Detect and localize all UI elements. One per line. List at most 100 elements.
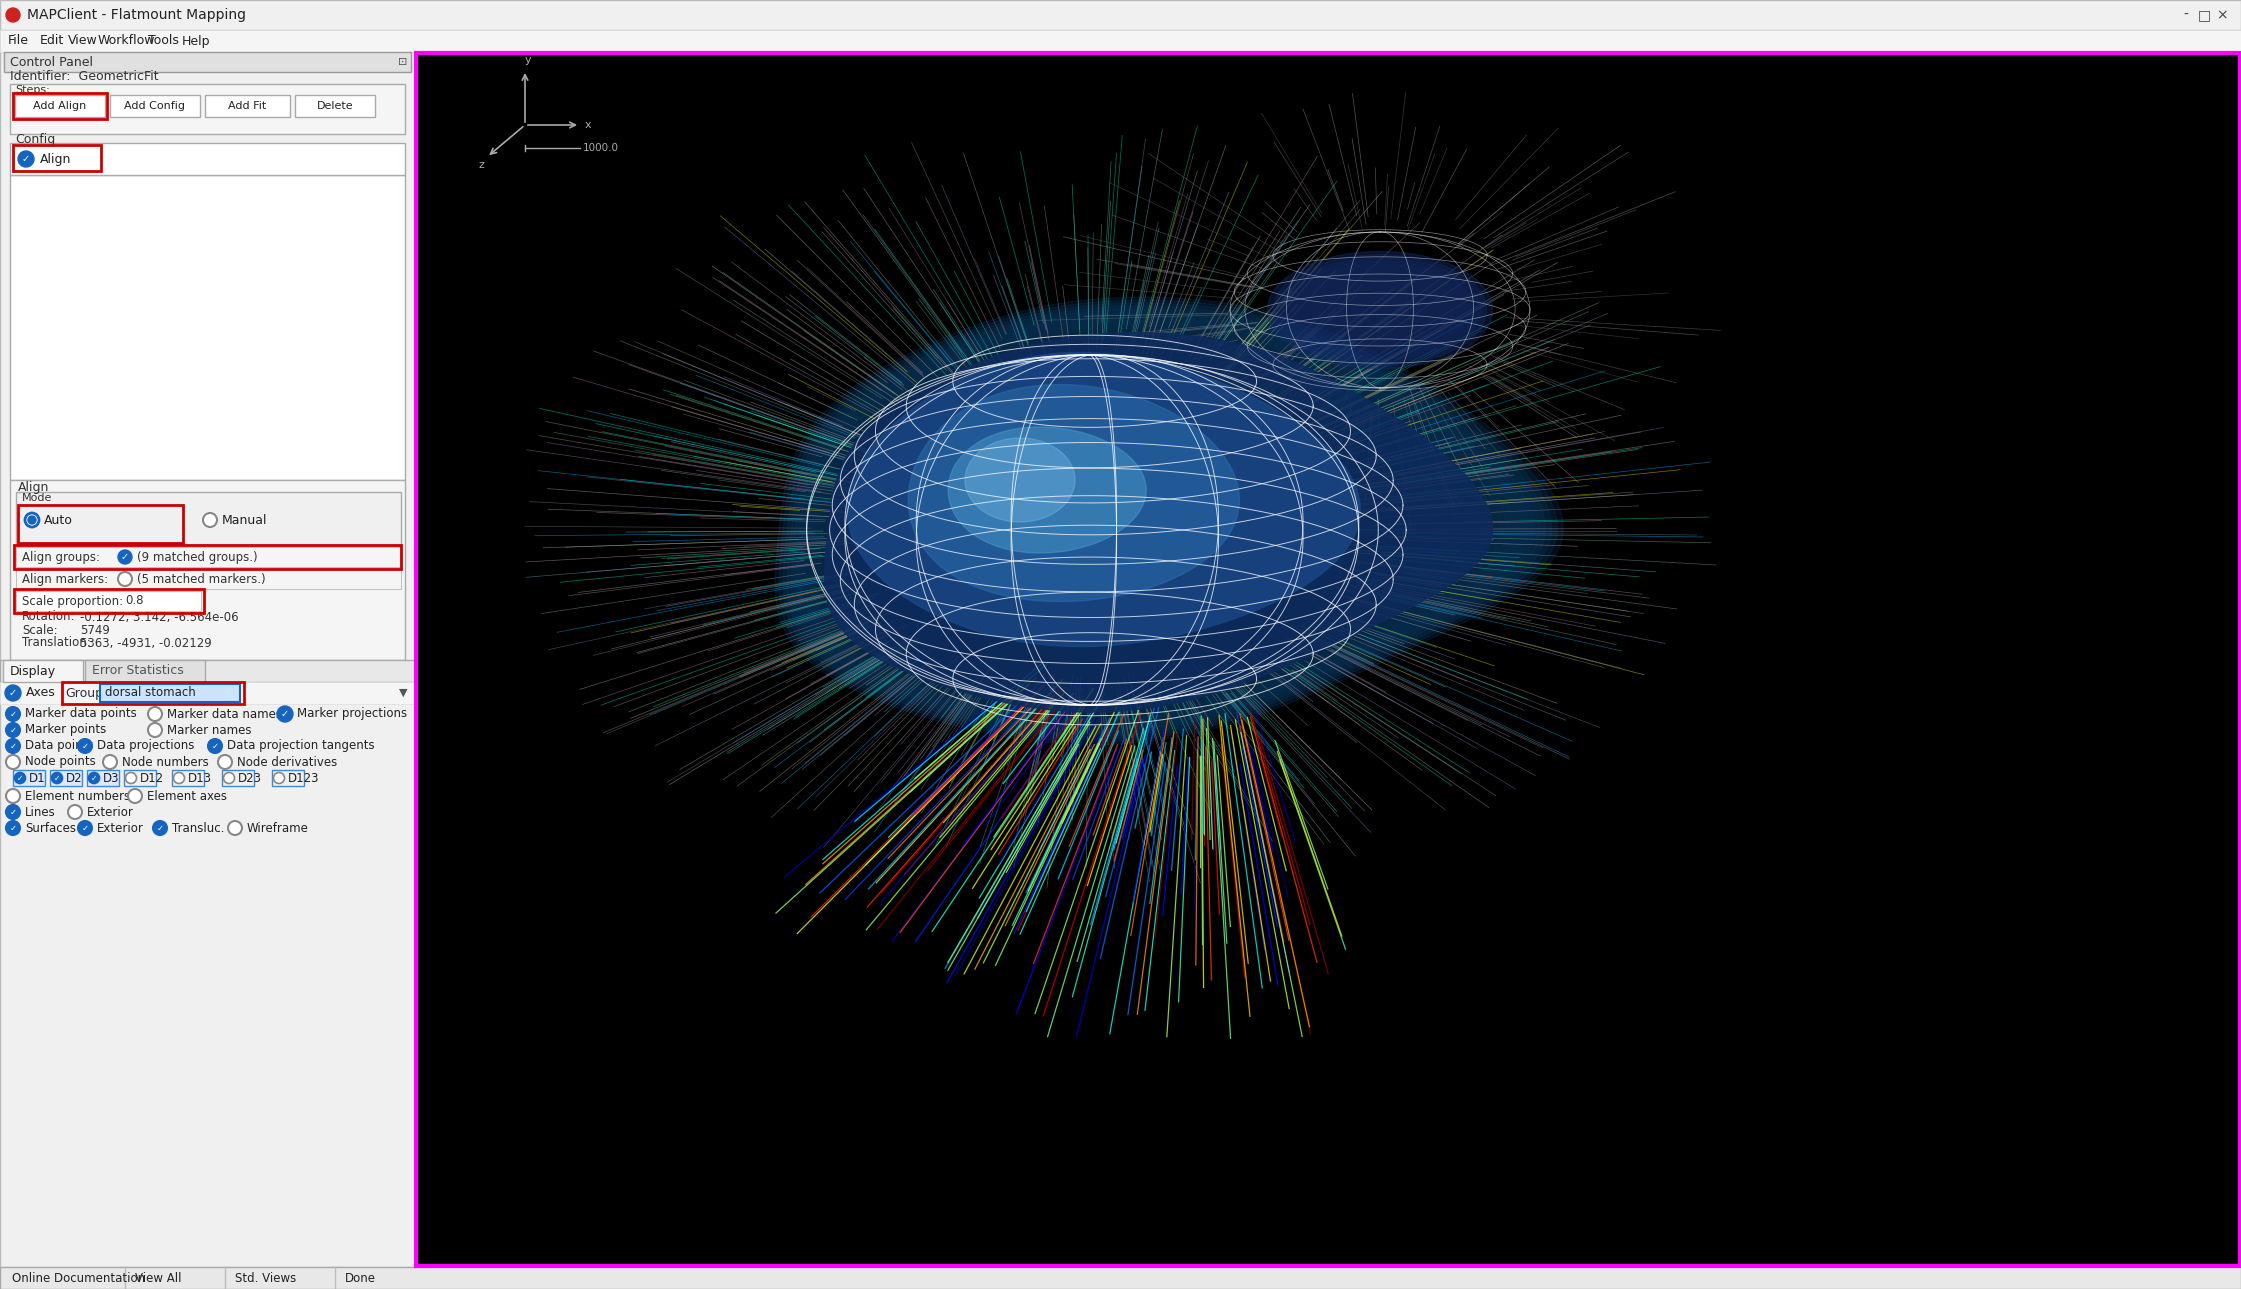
Polygon shape (775, 296, 1564, 745)
Text: Add Align: Add Align (34, 101, 87, 111)
Circle shape (119, 550, 132, 565)
Circle shape (27, 516, 36, 525)
Text: Node points: Node points (25, 755, 96, 768)
Polygon shape (784, 303, 1551, 740)
Text: Exterior: Exterior (87, 806, 134, 819)
Text: Add Config: Add Config (125, 101, 186, 111)
Text: ✓: ✓ (9, 709, 16, 718)
Text: Align markers:: Align markers: (22, 572, 108, 585)
Text: x: x (585, 120, 592, 130)
Polygon shape (796, 312, 1533, 731)
FancyBboxPatch shape (16, 492, 401, 545)
Circle shape (7, 806, 20, 819)
Text: ✓: ✓ (9, 741, 16, 750)
Text: Surfaces: Surfaces (25, 821, 76, 834)
Text: D23: D23 (238, 772, 262, 785)
Circle shape (67, 806, 83, 819)
Polygon shape (1280, 258, 1481, 362)
Text: Axes: Axes (27, 687, 56, 700)
Circle shape (173, 772, 184, 784)
Text: z: z (477, 160, 484, 170)
Text: 1000.0: 1000.0 (583, 143, 619, 153)
Text: Data projection tangents: Data projection tangents (226, 740, 374, 753)
Text: Scale proportion:: Scale proportion: (22, 594, 123, 607)
Text: View: View (67, 35, 99, 48)
Polygon shape (847, 352, 1360, 647)
FancyBboxPatch shape (2, 660, 83, 682)
Polygon shape (816, 326, 1504, 718)
Circle shape (78, 739, 92, 753)
Polygon shape (809, 321, 1517, 723)
Text: □: □ (2198, 8, 2210, 22)
Text: (9 matched groups.): (9 matched groups.) (137, 550, 258, 563)
FancyBboxPatch shape (222, 770, 253, 786)
Text: Config: Config (16, 133, 56, 146)
Circle shape (229, 821, 242, 835)
Text: ✓: ✓ (211, 741, 220, 750)
Polygon shape (805, 318, 1522, 726)
Text: -: - (2183, 8, 2189, 22)
Bar (18, 505, 184, 543)
FancyBboxPatch shape (415, 52, 2241, 1267)
FancyBboxPatch shape (271, 770, 305, 786)
Circle shape (18, 151, 34, 168)
Text: ⊡: ⊡ (397, 57, 408, 67)
Text: Element numbers: Element numbers (25, 789, 130, 803)
FancyBboxPatch shape (296, 95, 374, 117)
FancyBboxPatch shape (0, 30, 2241, 52)
Text: View All: View All (134, 1271, 182, 1285)
Text: Display: Display (9, 665, 56, 678)
Circle shape (78, 821, 92, 835)
Text: ✓: ✓ (81, 741, 87, 750)
Circle shape (208, 739, 222, 753)
Text: Steps:: Steps: (16, 85, 49, 95)
Polygon shape (811, 324, 1510, 721)
Circle shape (217, 755, 233, 770)
Text: Add Fit: Add Fit (229, 101, 267, 111)
Polygon shape (1268, 251, 1493, 369)
Text: ✓: ✓ (54, 773, 61, 782)
Circle shape (52, 772, 63, 784)
Text: Std. Views: Std. Views (235, 1271, 296, 1285)
FancyBboxPatch shape (101, 684, 240, 703)
FancyBboxPatch shape (9, 175, 406, 480)
Text: ×: × (2216, 8, 2228, 22)
Text: ✓: ✓ (9, 807, 16, 816)
Text: D3: D3 (103, 772, 119, 785)
Text: Mode: Mode (22, 492, 52, 503)
Text: D123: D123 (289, 772, 320, 785)
FancyBboxPatch shape (16, 95, 105, 117)
Bar (13, 93, 108, 119)
Circle shape (7, 706, 20, 721)
Text: Marker data points: Marker data points (25, 708, 137, 721)
Circle shape (13, 772, 25, 784)
Text: Element axes: Element axes (148, 789, 226, 803)
Text: Transluc.: Transluc. (173, 821, 224, 834)
Text: Delete: Delete (316, 101, 354, 111)
Text: ✓: ✓ (280, 709, 289, 719)
Text: Rotation:: Rotation: (22, 611, 76, 624)
Polygon shape (908, 384, 1239, 602)
Circle shape (7, 8, 20, 22)
Text: Online Documentation: Online Documentation (11, 1271, 146, 1285)
FancyBboxPatch shape (0, 52, 415, 1267)
FancyBboxPatch shape (9, 143, 406, 175)
FancyBboxPatch shape (0, 682, 415, 704)
Text: Group:: Group: (65, 687, 108, 700)
Text: ✓: ✓ (81, 824, 87, 833)
Circle shape (25, 513, 38, 527)
Polygon shape (825, 333, 1493, 712)
Text: 5363, -4931, -0.02129: 5363, -4931, -0.02129 (81, 637, 211, 650)
Circle shape (119, 572, 132, 586)
Text: Identifier:  GeometricFit: Identifier: GeometricFit (9, 70, 159, 82)
FancyBboxPatch shape (16, 590, 202, 611)
Bar (13, 144, 101, 171)
Text: Node derivatives: Node derivatives (238, 755, 336, 768)
Circle shape (128, 789, 141, 803)
Text: D12: D12 (139, 772, 164, 785)
Polygon shape (948, 427, 1145, 553)
FancyBboxPatch shape (123, 770, 157, 786)
Text: 5749: 5749 (81, 624, 110, 637)
Text: Exterior: Exterior (96, 821, 143, 834)
Circle shape (7, 755, 20, 770)
